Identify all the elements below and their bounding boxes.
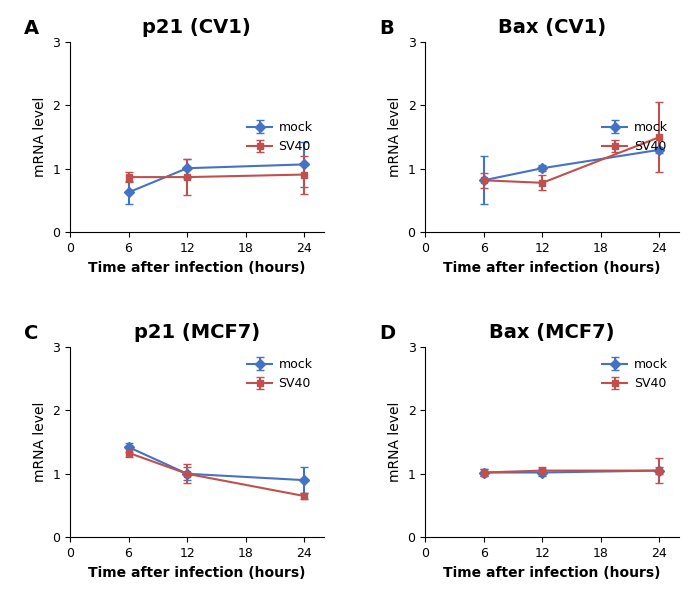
Legend: mock, SV40: mock, SV40 [598, 116, 673, 158]
Title: Bax (CV1): Bax (CV1) [498, 19, 606, 38]
Text: B: B [379, 19, 394, 38]
Legend: mock, SV40: mock, SV40 [242, 116, 318, 158]
Y-axis label: mRNA level: mRNA level [33, 97, 47, 177]
X-axis label: Time after infection (hours): Time after infection (hours) [88, 261, 306, 275]
Title: p21 (MCF7): p21 (MCF7) [134, 324, 260, 343]
Text: A: A [25, 19, 39, 38]
Text: D: D [379, 324, 396, 343]
X-axis label: Time after infection (hours): Time after infection (hours) [443, 261, 661, 275]
X-axis label: Time after infection (hours): Time after infection (hours) [443, 565, 661, 580]
X-axis label: Time after infection (hours): Time after infection (hours) [88, 565, 306, 580]
Legend: mock, SV40: mock, SV40 [598, 353, 673, 395]
Text: C: C [25, 324, 38, 343]
Title: Bax (MCF7): Bax (MCF7) [489, 324, 615, 343]
Legend: mock, SV40: mock, SV40 [242, 353, 318, 395]
Title: p21 (CV1): p21 (CV1) [143, 19, 251, 38]
Y-axis label: mRNA level: mRNA level [33, 402, 47, 482]
Y-axis label: mRNA level: mRNA level [388, 97, 402, 177]
Y-axis label: mRNA level: mRNA level [388, 402, 402, 482]
